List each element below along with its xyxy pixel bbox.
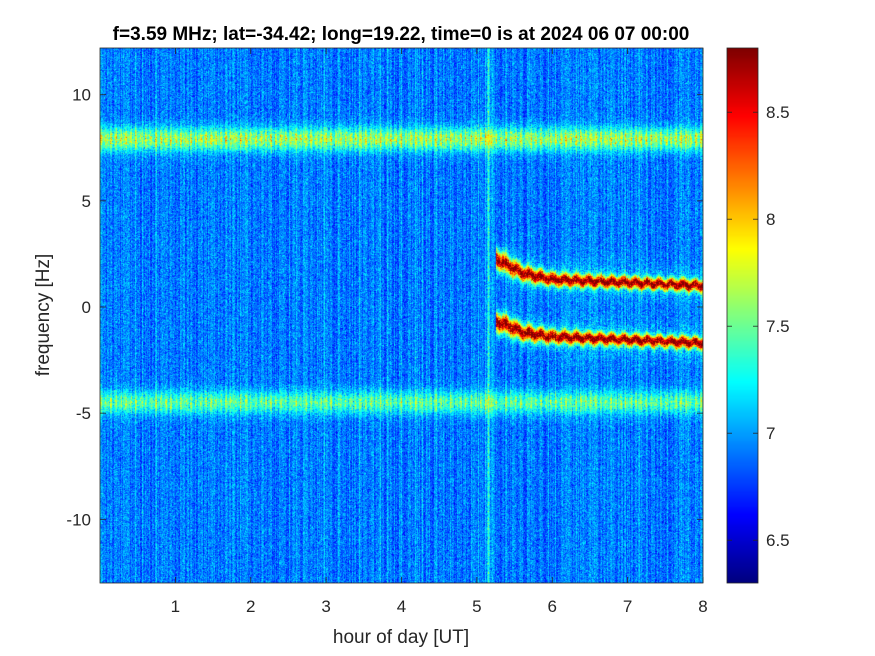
y-tick-label: 5 <box>82 192 91 211</box>
x-tick-label: 8 <box>698 597 707 616</box>
plot-area <box>100 48 703 583</box>
x-tick-label: 6 <box>548 597 557 616</box>
x-tick-label: 5 <box>472 597 481 616</box>
chart-title: f=3.59 MHz; lat=-34.42; long=19.22, time… <box>113 24 690 45</box>
x-tick-label: 2 <box>246 597 255 616</box>
y-tick-label: 0 <box>82 298 91 317</box>
x-tick-label: 7 <box>623 597 632 616</box>
colorbar-tick-label: 8 <box>766 210 775 229</box>
y-tick-label: 10 <box>72 86 91 105</box>
colorbar-gradient <box>727 48 758 583</box>
y-axis-label: frequency [Hz] <box>33 254 54 377</box>
x-axis-label: hour of day [UT] <box>333 627 469 648</box>
x-tick-label: 3 <box>321 597 330 616</box>
y-tick-label: -10 <box>66 510 91 529</box>
y-tick-label: -5 <box>76 404 91 423</box>
colorbar-tick-label: 7 <box>766 424 775 443</box>
colorbar-tick-label: 8.5 <box>766 103 790 122</box>
x-tick-label: 4 <box>397 597 406 616</box>
colorbar-tick-label: 6.5 <box>766 531 790 550</box>
x-tick-label: 1 <box>171 597 180 616</box>
colorbar-tick-label: 7.5 <box>766 317 790 336</box>
spectrogram-heatmap <box>100 48 703 583</box>
